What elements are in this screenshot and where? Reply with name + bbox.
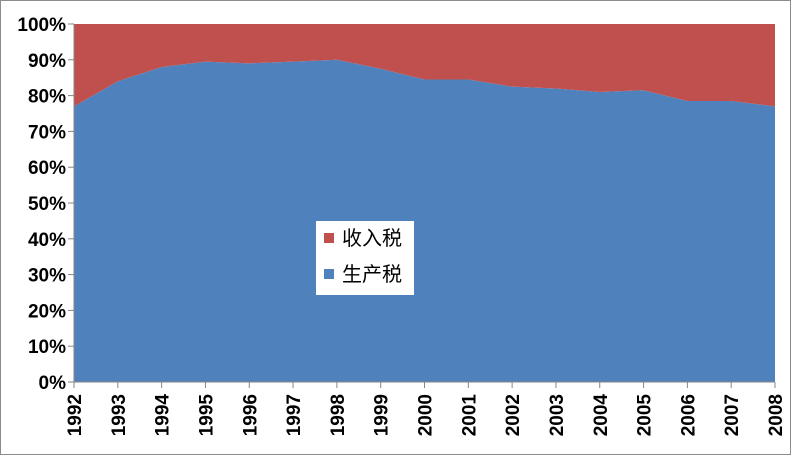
- y-tick-label: 50%: [28, 194, 66, 215]
- y-tick-label: 30%: [28, 266, 66, 287]
- y-tick-label: 80%: [28, 87, 66, 108]
- y-tick-label: 40%: [28, 230, 66, 251]
- x-tick-label: 2001: [459, 394, 480, 437]
- x-axis-ticks: 1992 1993 1994 1995 1996 1997 1998 1999 2000 2001…: [65, 382, 787, 436]
- x-tick-label: 2000: [416, 394, 437, 436]
- x-tick-label: 2007: [722, 394, 743, 436]
- x-tick-label: 1993: [109, 394, 130, 436]
- x-tick-label: 2008: [766, 394, 787, 436]
- x-tick-label: 1997: [284, 394, 305, 436]
- legend-label: 收入税: [342, 226, 402, 250]
- x-tick-label: 2003: [547, 394, 568, 436]
- x-tick-label: 2006: [678, 394, 699, 436]
- y-tick-label: 10%: [28, 337, 66, 358]
- legend-swatch: [324, 233, 334, 243]
- legend-label: 生产税: [342, 262, 402, 286]
- x-tick-label: 1999: [372, 394, 393, 436]
- x-tick-label: 2004: [591, 394, 612, 437]
- area-series-0: [74, 59, 775, 383]
- y-tick-label: 70%: [28, 122, 66, 143]
- x-tick-label: 1994: [153, 394, 174, 437]
- area-series-1: [74, 24, 775, 107]
- y-tick-label: 0%: [39, 373, 67, 394]
- area-series: [74, 24, 775, 383]
- y-tick-label: 60%: [28, 158, 66, 179]
- x-tick-label: 1995: [196, 394, 217, 437]
- x-tick-label: 1992: [65, 394, 86, 436]
- y-tick-label: 20%: [28, 301, 66, 322]
- x-tick-label: 1998: [328, 394, 349, 436]
- x-tick-label: 1996: [240, 394, 261, 436]
- y-tick-label: 100%: [17, 15, 66, 36]
- x-tick-label: 2005: [635, 394, 656, 437]
- x-tick-label: 2002: [503, 394, 524, 436]
- y-axis-ticks: 0% 10% 20% 30% 40% 50% 60% 70% 80% 90% 100%: [17, 15, 74, 394]
- y-tick-label: 90%: [28, 51, 66, 72]
- legend-swatch: [324, 269, 334, 279]
